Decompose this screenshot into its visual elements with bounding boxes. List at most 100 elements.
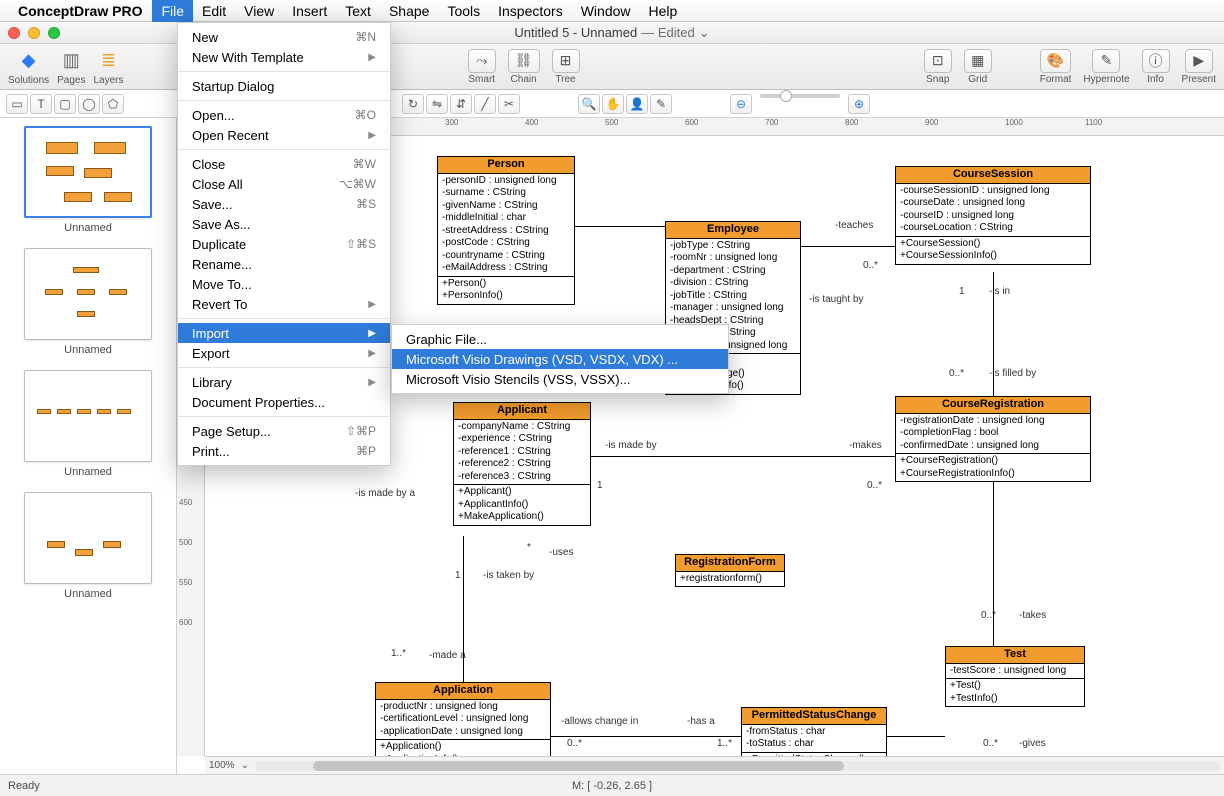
menu-item-new[interactable]: New⌘N <box>178 27 390 47</box>
menu-text[interactable]: Text <box>336 0 380 22</box>
menu-file[interactable]: File <box>152 0 193 22</box>
menu-edit[interactable]: Edit <box>193 0 235 22</box>
shape-tool[interactable]: ⬠ <box>102 94 124 114</box>
uml-class-courseregistration[interactable]: CourseRegistration-registrationDate : un… <box>895 396 1091 482</box>
page-thumbnail[interactable]: Unnamed <box>0 370 176 478</box>
menu-item-save-[interactable]: Save...⌘S <box>178 194 390 214</box>
menu-item-startup-dialog[interactable]: Startup Dialog <box>178 76 390 96</box>
uml-class-name: CourseSession <box>896 167 1090 184</box>
cut-tool[interactable]: ✂ <box>498 94 520 114</box>
snap-button[interactable]: ⊡Snap <box>924 49 952 85</box>
menu-view[interactable]: View <box>235 0 283 22</box>
zoom-slider[interactable] <box>760 94 840 98</box>
text-tool[interactable]: T <box>30 94 52 114</box>
title-edited: — Edited <box>641 25 694 40</box>
ellipse-tool[interactable]: ◯ <box>78 94 100 114</box>
scroll-track[interactable] <box>255 761 1220 771</box>
hypernote-button[interactable]: ✎Hypernote <box>1083 49 1129 85</box>
submenu-item[interactable]: Graphic File... <box>392 329 728 349</box>
menu-item-document-properties-[interactable]: Document Properties... <box>178 392 390 412</box>
close-icon[interactable] <box>8 27 20 39</box>
uml-class-name: PermittedStatusChange <box>742 708 886 725</box>
flip-h-tool[interactable]: ⇋ <box>426 94 448 114</box>
relation-label: 1 <box>957 286 967 297</box>
app-name[interactable]: ConceptDraw PRO <box>18 3 142 19</box>
menu-tools[interactable]: Tools <box>438 0 489 22</box>
relation-label: -is made by <box>603 440 659 451</box>
uml-class-applicant[interactable]: Applicant-companyName : CString-experien… <box>453 402 591 526</box>
relation-label: -is filled by <box>987 368 1038 379</box>
relation-label: 0..* <box>979 610 998 621</box>
page-thumbnail[interactable]: Unnamed <box>0 248 176 356</box>
chain-button[interactable]: ⛓Chain <box>508 49 540 85</box>
menu-item-open-[interactable]: Open...⌘O <box>178 105 390 125</box>
menu-item-library[interactable]: Library▶ <box>178 372 390 392</box>
uml-class-coursesession[interactable]: CourseSession-courseSessionID : unsigned… <box>895 166 1091 265</box>
page-thumbnail[interactable]: Unnamed <box>0 126 176 234</box>
menu-item-import[interactable]: Import▶ <box>178 323 390 343</box>
uml-class-person[interactable]: Person-personID : unsigned long-surname … <box>437 156 575 305</box>
info-button[interactable]: ⓘInfo <box>1142 49 1170 85</box>
zoom-out-button[interactable]: ⊖ <box>730 94 752 114</box>
uml-class-name: Employee <box>666 222 800 239</box>
menu-item-close[interactable]: Close⌘W <box>178 154 390 174</box>
relation-label: -teaches <box>833 220 875 231</box>
menu-item-rename-[interactable]: Rename... <box>178 254 390 274</box>
zoom-chevron-icon[interactable]: ⌄ <box>241 760 249 771</box>
format-button[interactable]: 🎨Format <box>1040 49 1072 85</box>
menu-insert[interactable]: Insert <box>283 0 336 22</box>
smart-button[interactable]: ⤳Smart <box>468 49 496 85</box>
menu-shape[interactable]: Shape <box>380 0 438 22</box>
menu-help[interactable]: Help <box>640 0 687 22</box>
layers-button[interactable]: ≣Layers <box>94 48 124 86</box>
page-thumbnail[interactable]: Unnamed <box>0 492 176 600</box>
title-text: Untitled 5 - Unnamed <box>514 25 637 40</box>
zoom-in-button[interactable]: ⊕ <box>848 94 870 114</box>
person-tool[interactable]: 👤 <box>626 94 648 114</box>
minimize-icon[interactable] <box>28 27 40 39</box>
menu-item-page-setup-[interactable]: Page Setup...⇧⌘P <box>178 421 390 441</box>
zoom-level-label[interactable]: 100% <box>209 760 235 771</box>
relation-label: -allows change in <box>559 716 640 727</box>
solutions-button[interactable]: ◆Solutions <box>8 48 49 86</box>
menu-item-close-all[interactable]: Close All⌥⌘W <box>178 174 390 194</box>
menu-item-open-recent[interactable]: Open Recent▶ <box>178 125 390 145</box>
uml-class-name: Person <box>438 157 574 174</box>
menu-item-duplicate[interactable]: Duplicate⇧⌘S <box>178 234 390 254</box>
menu-inspectors[interactable]: Inspectors <box>489 0 572 22</box>
file-dropdown-menu: New⌘NNew With Template▶ Startup Dialog Ope… <box>177 22 391 466</box>
menu-item-export[interactable]: Export▶ <box>178 343 390 363</box>
menu-item-print-[interactable]: Print...⌘P <box>178 441 390 461</box>
menu-item-save-as-[interactable]: Save As... <box>178 214 390 234</box>
submenu-item[interactable]: Microsoft Visio Drawings (VSD, VSDX, VDX… <box>392 349 728 369</box>
eyedropper-tool[interactable]: ✎ <box>650 94 672 114</box>
grid-button[interactable]: ▦Grid <box>964 49 992 85</box>
flip-v-tool[interactable]: ⇵ <box>450 94 472 114</box>
pages-button[interactable]: ▥Pages <box>57 48 85 86</box>
search-tool[interactable]: 🔍 <box>578 94 600 114</box>
hand-tool[interactable]: ✋ <box>602 94 624 114</box>
tree-button[interactable]: ⊞Tree <box>552 49 580 85</box>
menu-item-move-to-[interactable]: Move To... <box>178 274 390 294</box>
fullscreen-icon[interactable] <box>48 27 60 39</box>
rotate-tool[interactable]: ↻ <box>402 94 424 114</box>
pointer-tool[interactable]: ▭ <box>6 94 28 114</box>
page-thumbnail-label: Unnamed <box>64 344 112 356</box>
uml-class-registrationform[interactable]: RegistrationForm+registrationform() <box>675 554 785 587</box>
menu-window[interactable]: Window <box>572 0 640 22</box>
line-tool[interactable]: ╱ <box>474 94 496 114</box>
present-button[interactable]: ▶Present <box>1182 49 1216 85</box>
relation-label: 0..* <box>981 738 1000 749</box>
uml-class-name: Test <box>946 647 1084 664</box>
rect-tool[interactable]: ▢ <box>54 94 76 114</box>
uml-class-test[interactable]: Test-testScore : unsigned long+Test()+Te… <box>945 646 1085 707</box>
submenu-item[interactable]: Microsoft Visio Stencils (VSS, VSSX)... <box>392 369 728 389</box>
menu-item-revert-to[interactable]: Revert To▶ <box>178 294 390 314</box>
horizontal-scrollbar: 100% ⌄ <box>205 756 1224 774</box>
title-chevron-icon[interactable]: ⌄ <box>699 25 710 41</box>
relation-label: * <box>525 542 533 553</box>
mouse-position: M: [ -0.26, 2.65 ] <box>572 780 652 792</box>
page-thumbnail-label: Unnamed <box>64 222 112 234</box>
menubar: ConceptDraw PRO File Edit View Insert Te… <box>0 0 1224 22</box>
menu-item-new-with-template[interactable]: New With Template▶ <box>178 47 390 67</box>
